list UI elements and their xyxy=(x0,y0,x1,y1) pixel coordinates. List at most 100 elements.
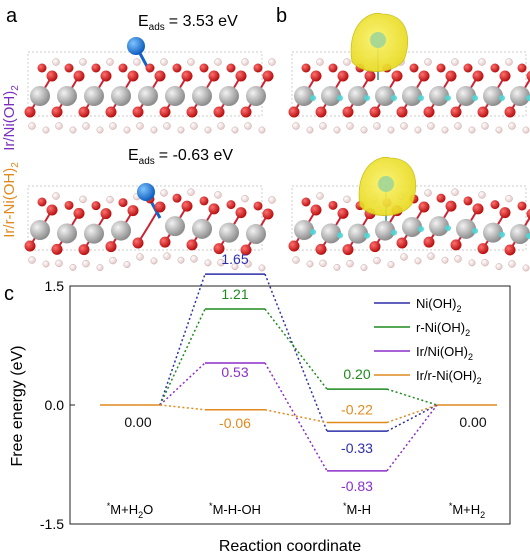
charge-depletion xyxy=(526,95,530,101)
o-atom xyxy=(186,106,198,118)
h-atom xyxy=(133,58,141,66)
h-atom xyxy=(160,189,168,197)
o-atom xyxy=(118,63,128,73)
h-atom xyxy=(258,126,266,134)
ni-atom xyxy=(456,218,476,239)
o-atom xyxy=(288,106,300,118)
charge-depletion xyxy=(445,95,451,101)
o-atom xyxy=(463,63,473,73)
charge-depletion xyxy=(418,225,424,232)
row-label-bottom-main: Ir/r-Ni(OH) xyxy=(1,168,18,238)
h-atom xyxy=(82,259,90,268)
o-atom xyxy=(154,70,166,82)
h-atom xyxy=(360,126,368,134)
o-atom xyxy=(78,106,90,118)
o-atom xyxy=(226,63,236,73)
h-atom xyxy=(109,122,117,130)
charge-depletion xyxy=(310,229,316,235)
h-atom xyxy=(343,58,351,66)
ni-atom xyxy=(375,86,395,106)
o-atom xyxy=(315,106,327,118)
h-atom xyxy=(217,258,225,267)
h-atom xyxy=(427,252,435,260)
ni-atom xyxy=(456,86,476,106)
h-atom xyxy=(454,255,462,263)
connector-r-Ni(OH)2 xyxy=(386,388,438,406)
o-atom xyxy=(396,106,408,118)
row-label-top: Ir/Ni(OH)2 xyxy=(1,85,21,151)
h-atom xyxy=(28,256,36,264)
panel-label-c: c xyxy=(4,283,14,305)
h-atom xyxy=(52,192,60,200)
charge-depletion xyxy=(337,95,343,101)
o-atom xyxy=(73,70,85,82)
ir-atom xyxy=(137,183,155,201)
o-atom xyxy=(337,207,349,219)
h-atom xyxy=(316,58,324,66)
o-atom xyxy=(499,70,511,82)
h-atom xyxy=(522,264,530,272)
o-atom xyxy=(499,207,511,219)
row-label-bottom: Ir/r-Ni(OH)2 xyxy=(1,162,21,238)
o-atom xyxy=(105,106,117,118)
eads-bottom-prefix: E xyxy=(128,147,139,164)
o-atom xyxy=(364,70,376,82)
o-atom xyxy=(288,240,300,252)
charge-depletion xyxy=(391,229,397,236)
x-category-label: *M+H2O xyxy=(107,501,153,520)
ni-atom xyxy=(246,86,266,106)
structure-b-top xyxy=(288,12,530,134)
free-energy-chart: 1.5 0.0 -1.5 *M+H2O *M-H-OH *M-H *M+H2 1.65 -0… xyxy=(9,251,511,555)
o-atom xyxy=(472,203,484,215)
data-label: 0.53 xyxy=(221,364,248,380)
o-atom xyxy=(391,70,403,82)
h-atom xyxy=(163,252,171,260)
x-axis-label: Reaction coordinate xyxy=(219,538,361,555)
connector-Ir/r-Ni(OH)2 xyxy=(386,404,438,424)
o-atom xyxy=(342,106,354,118)
h-atom xyxy=(42,126,50,134)
o-atom xyxy=(91,63,101,73)
o-atom xyxy=(301,197,311,207)
h-atom xyxy=(96,264,104,272)
h-atom xyxy=(373,122,381,130)
ni-atom xyxy=(510,223,530,244)
h-atom xyxy=(69,126,77,134)
x-category-label: *M+H2 xyxy=(449,501,485,520)
h-atom xyxy=(505,58,513,66)
y-axis-ticks: 1.5 0.0 -1.5 xyxy=(40,278,75,532)
h-atom xyxy=(346,259,354,268)
panel-label-b: b xyxy=(276,5,287,27)
y-axis-label: Free energy (eV) xyxy=(9,346,26,467)
h-atom xyxy=(109,256,117,265)
legend-entry: Ir/r-Ni(OH)2 xyxy=(416,368,482,386)
structure-b-bottom xyxy=(288,156,530,272)
charge-depletion xyxy=(472,95,478,101)
h-atom xyxy=(505,194,513,203)
ni-atom xyxy=(138,86,158,106)
o-atom xyxy=(315,243,327,255)
legend-entry: Ni(OH)2 xyxy=(416,296,461,314)
o-atom xyxy=(51,106,63,118)
h-atom xyxy=(343,195,351,204)
o-atom xyxy=(37,197,47,207)
o-atom xyxy=(154,201,166,213)
ni-atom xyxy=(321,86,341,106)
h-atom xyxy=(55,259,63,268)
connector-Ni(OH)2 xyxy=(264,273,328,432)
h-atom xyxy=(190,122,198,130)
o-atom xyxy=(105,241,117,253)
h-atom xyxy=(42,260,50,268)
h-atom xyxy=(217,122,225,130)
h-atom xyxy=(150,126,158,134)
charge-depletion xyxy=(364,95,370,101)
ni-atom xyxy=(219,86,239,106)
data-label-shared: 0.00 xyxy=(459,414,486,430)
o-atom xyxy=(369,241,381,253)
o-atom xyxy=(418,70,430,82)
o-atom xyxy=(235,70,247,82)
h-atom xyxy=(136,253,144,261)
h-atom xyxy=(333,263,341,271)
o-atom xyxy=(423,106,435,118)
